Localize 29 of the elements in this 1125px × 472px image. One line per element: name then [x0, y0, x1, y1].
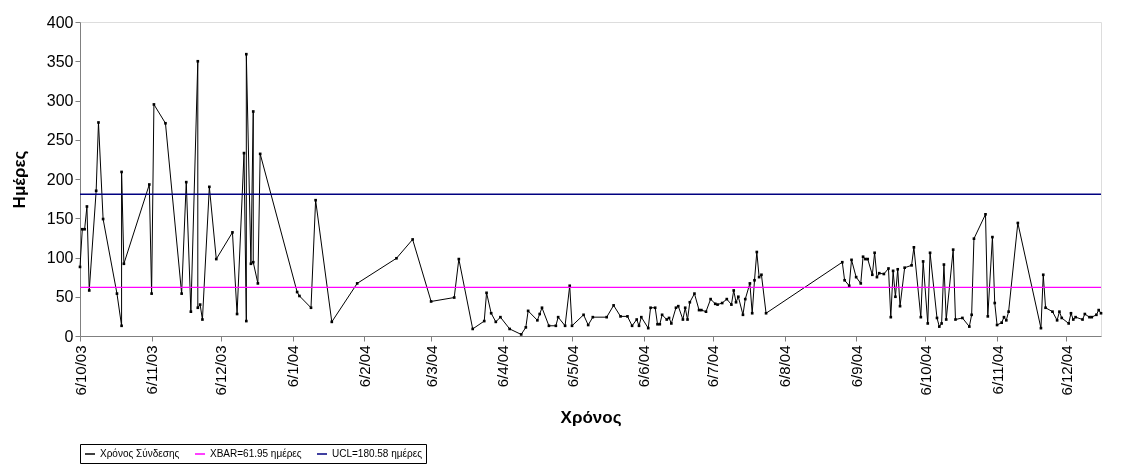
x-tick-label: 6/12/04: [1057, 345, 1075, 396]
y-tick-label: 200: [46, 170, 74, 188]
x-tick-label: 6/11/03: [143, 345, 161, 395]
y-tick-label: 100: [46, 249, 74, 266]
x-tick-label: 6/10/04: [916, 345, 934, 396]
y-axis-title: Ημέρες: [9, 150, 29, 209]
legend-label: UCL=180.58 ημέρες: [332, 448, 423, 459]
x-tick-label: 6/6/04: [635, 345, 653, 388]
x-tick-label: 6/3/04: [422, 345, 440, 388]
x-tick-label: 6/5/04: [563, 345, 581, 388]
x-tick-label: 6/4/04: [494, 345, 512, 388]
x-tick-label: 6/8/04: [776, 345, 794, 388]
x-tick-label: 6/12/03: [212, 345, 230, 396]
x-tick-label: 6/1/04: [284, 345, 302, 388]
y-tick-label: 50: [55, 288, 74, 306]
y-tick-label: 150: [46, 209, 74, 227]
x-tick-label: 6/10/03: [71, 345, 89, 396]
y-tick-label: 0: [64, 327, 74, 345]
x-tick-label: 6/2/04: [355, 345, 373, 388]
legend-label: Χρόνος Σύνδεσης: [100, 448, 180, 459]
x-tick-label: 6/9/04: [847, 345, 865, 388]
x-axis-title: Χρόνος: [560, 407, 622, 427]
legend-label: XBAR=61.95 ημέρες: [210, 448, 302, 459]
y-tick-label: 350: [46, 52, 74, 70]
x-tick-label: 6/11/04: [988, 345, 1006, 395]
y-tick-label: 300: [46, 92, 74, 109]
x-tick-label: 6/7/04: [704, 345, 722, 388]
y-tick-label: 250: [46, 131, 74, 149]
y-tick-label: 400: [46, 13, 74, 31]
